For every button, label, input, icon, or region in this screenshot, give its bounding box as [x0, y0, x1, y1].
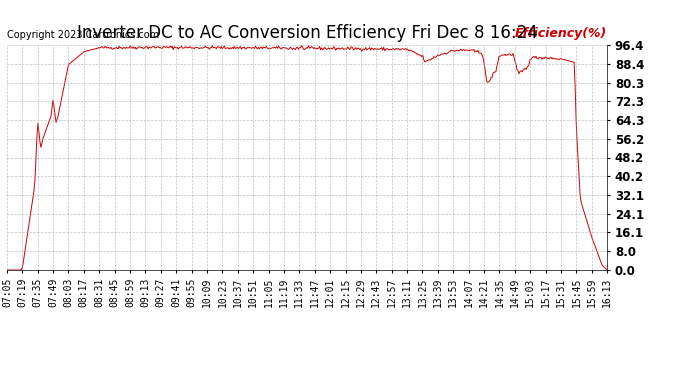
Title: Inverter DC to AC Conversion Efficiency Fri Dec 8 16:24: Inverter DC to AC Conversion Efficiency … [77, 24, 538, 42]
Text: Copyright 2023 Cartronics.com: Copyright 2023 Cartronics.com [7, 30, 159, 40]
Text: Efficiency(%): Efficiency(%) [515, 27, 607, 40]
